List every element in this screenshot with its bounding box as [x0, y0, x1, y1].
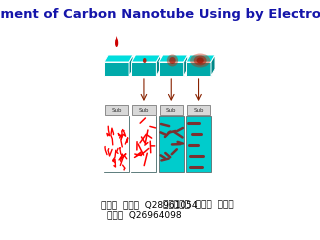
- Bar: [160, 105, 183, 115]
- Polygon shape: [186, 62, 211, 76]
- Text: 劉肪維  Q26964098: 劉肪維 Q26964098: [107, 210, 181, 219]
- Polygon shape: [132, 62, 156, 76]
- Text: 授課老師：  李旺龍  副教授: 授課老師： 李旺龍 副教授: [163, 200, 234, 209]
- Polygon shape: [116, 36, 118, 41]
- Ellipse shape: [194, 55, 207, 66]
- Polygon shape: [159, 62, 184, 76]
- Bar: [132, 116, 156, 172]
- Text: Sub: Sub: [166, 108, 177, 113]
- Ellipse shape: [115, 39, 118, 47]
- Polygon shape: [132, 55, 160, 62]
- Ellipse shape: [196, 58, 204, 64]
- Bar: [132, 105, 156, 115]
- Polygon shape: [159, 55, 188, 62]
- Ellipse shape: [190, 54, 210, 67]
- Ellipse shape: [167, 54, 178, 66]
- Bar: [132, 116, 156, 172]
- Polygon shape: [156, 55, 160, 76]
- Bar: [105, 105, 128, 115]
- Ellipse shape: [169, 57, 176, 64]
- Polygon shape: [129, 55, 133, 76]
- Bar: [187, 105, 210, 115]
- Bar: [159, 116, 184, 172]
- Text: Sub: Sub: [111, 108, 122, 113]
- Text: Arrangement of Carbon Nanotube Using by Electrokinetics: Arrangement of Carbon Nanotube Using by …: [0, 8, 320, 21]
- Polygon shape: [211, 55, 215, 76]
- Polygon shape: [104, 62, 129, 76]
- Ellipse shape: [143, 58, 147, 63]
- Text: 學生：  鄭宜肪  Q28961054: 學生： 鄭宜肪 Q28961054: [100, 200, 197, 209]
- Polygon shape: [184, 55, 188, 76]
- Polygon shape: [104, 55, 133, 62]
- Text: Sub: Sub: [193, 108, 204, 113]
- Bar: [186, 116, 211, 172]
- Text: Sub: Sub: [139, 108, 149, 113]
- Bar: [104, 116, 129, 172]
- Bar: [104, 116, 129, 172]
- Polygon shape: [186, 55, 215, 62]
